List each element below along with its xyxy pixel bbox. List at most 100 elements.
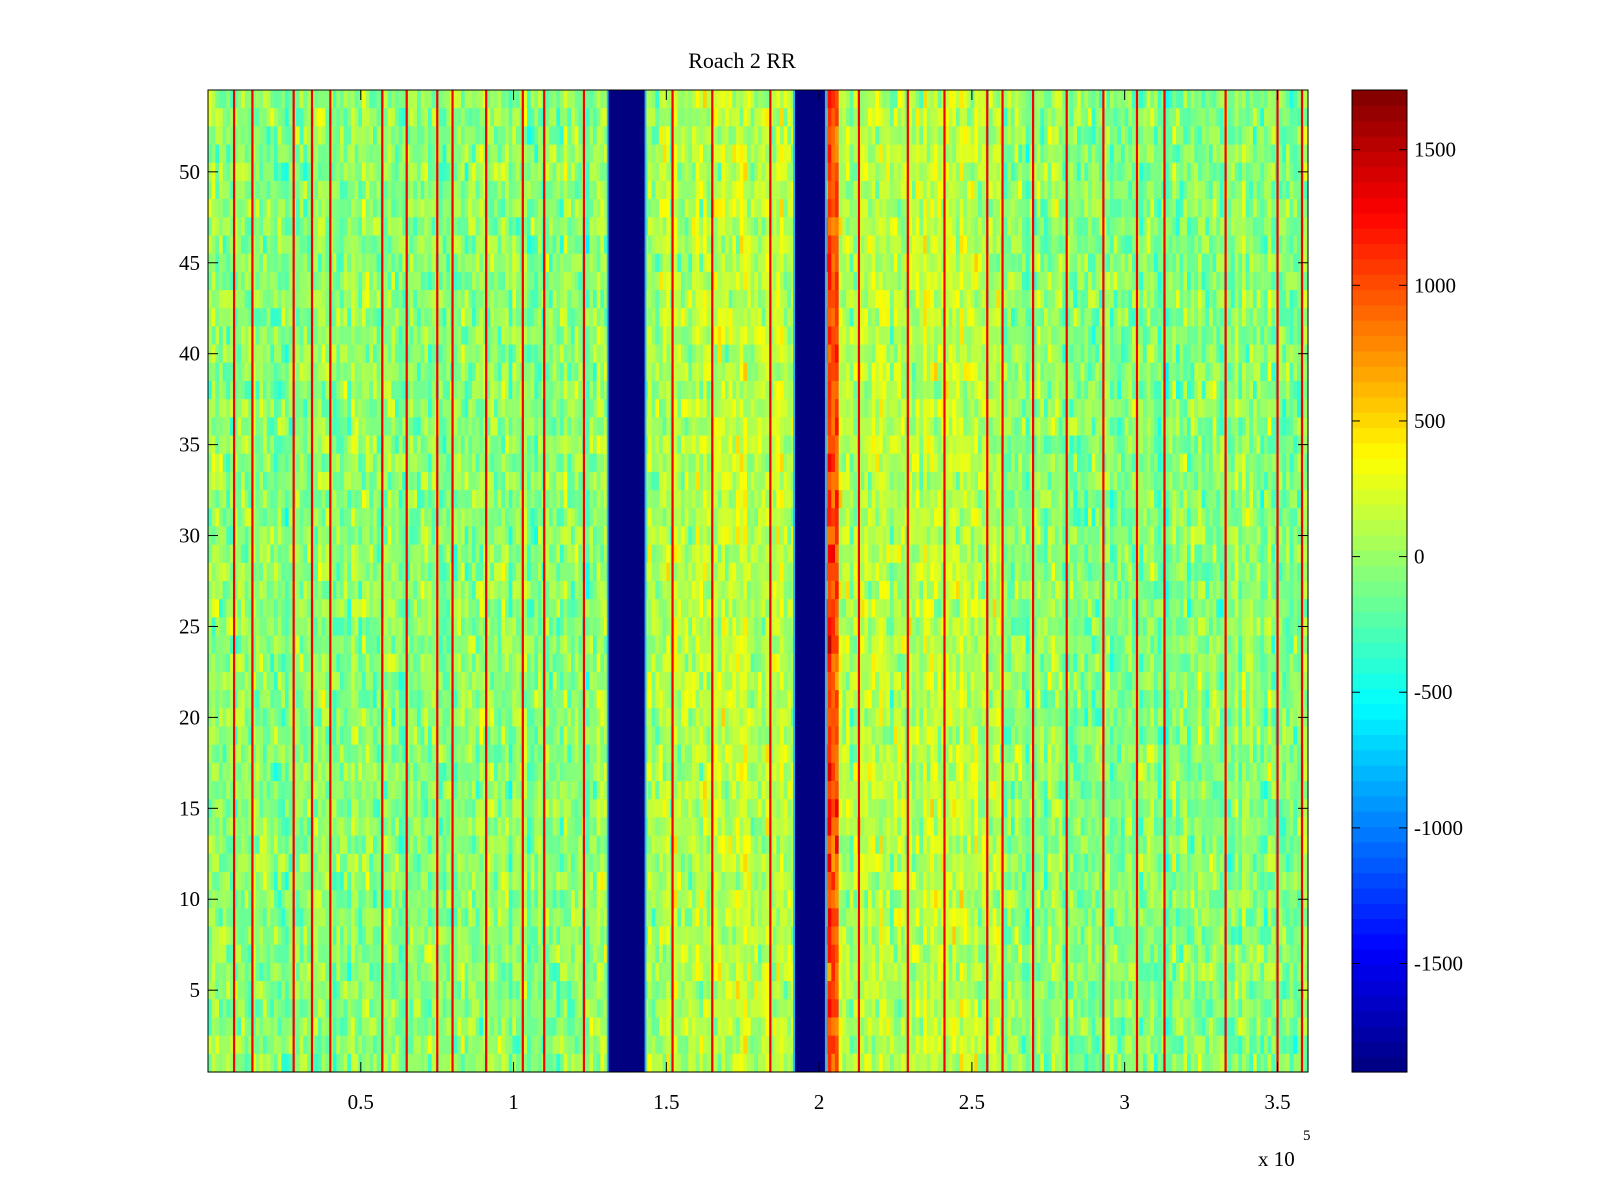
heatmap-cell — [376, 180, 381, 200]
heatmap-cell — [494, 417, 499, 437]
heatmap-cell — [277, 471, 282, 491]
heatmap-cell — [351, 435, 356, 455]
heatmap-cell — [259, 253, 264, 273]
heatmap-cell — [505, 90, 510, 109]
heatmap-cell — [395, 708, 400, 728]
heatmap-cell — [296, 162, 301, 182]
heatmap-cell — [538, 90, 543, 109]
heatmap-cell — [512, 781, 517, 800]
heatmap-cell — [351, 599, 356, 618]
heatmap-cell — [340, 271, 345, 291]
heatmap-cell — [296, 871, 301, 891]
heatmap-cell — [222, 126, 227, 146]
heatmap-cell — [413, 890, 418, 909]
heatmap-cell — [365, 617, 370, 637]
heatmap-cell — [453, 435, 458, 455]
heatmap-cell — [237, 490, 242, 509]
heatmap-cell — [446, 126, 451, 146]
heatmap-cell — [208, 999, 213, 1019]
heatmap-cell — [501, 599, 506, 618]
heatmap-cell — [226, 90, 231, 109]
heatmap-cell — [211, 835, 216, 855]
heatmap-cell — [398, 1053, 403, 1073]
heatmap-cell — [208, 399, 213, 418]
heatmap-cell — [233, 962, 238, 982]
heatmap-cell — [494, 199, 499, 218]
heatmap-cell — [266, 962, 271, 982]
heatmap-cell — [299, 1053, 304, 1073]
heatmap-cell — [523, 180, 528, 200]
heatmap-cell — [255, 762, 260, 782]
heatmap-cell — [494, 526, 499, 546]
heatmap-cell — [384, 326, 389, 346]
heatmap-cell — [494, 1017, 499, 1037]
heatmap-cell — [402, 290, 407, 309]
heatmap-cell — [281, 453, 286, 473]
heatmap-cell — [303, 471, 308, 491]
heatmap-cell — [351, 308, 356, 328]
heatmap-cell — [321, 635, 326, 655]
heatmap-cell — [263, 162, 268, 182]
heatmap-cell — [490, 617, 495, 637]
heatmap-cell — [351, 253, 356, 273]
heatmap-cell — [505, 853, 510, 873]
heatmap-cell — [391, 599, 396, 618]
heatmap-cell — [263, 962, 268, 982]
heatmap-cell — [285, 890, 290, 909]
heatmap-cell — [233, 471, 238, 491]
heatmap-cell — [376, 817, 381, 837]
heatmap-cell — [296, 926, 301, 946]
heatmap-cell — [420, 435, 425, 455]
heatmap-cell — [417, 344, 422, 364]
heatmap-cell — [274, 690, 279, 709]
heatmap-cell — [453, 344, 458, 364]
heatmap-cell — [446, 162, 451, 182]
heatmap-cell — [263, 944, 268, 964]
heatmap-cell — [505, 1053, 510, 1073]
heatmap-cell — [347, 599, 352, 618]
heatmap-cell — [248, 599, 253, 618]
heatmap-cell — [296, 690, 301, 709]
heatmap-cell — [288, 762, 293, 782]
heatmap-cell — [516, 490, 521, 509]
heatmap-cell — [464, 890, 469, 909]
heatmap-cell — [457, 999, 462, 1019]
heatmap-cell — [237, 435, 242, 455]
heatmap-cell — [475, 144, 480, 164]
heatmap-cell — [508, 199, 513, 218]
heatmap-cell — [211, 762, 216, 782]
heatmap-cell — [248, 435, 253, 455]
heatmap-cell — [527, 981, 532, 1000]
heatmap-cell — [274, 453, 279, 473]
heatmap-cell — [362, 690, 367, 709]
heatmap-cell — [494, 399, 499, 418]
heatmap-cell — [208, 380, 213, 400]
heatmap-cell — [424, 290, 429, 309]
heatmap-cell — [439, 671, 444, 691]
heatmap-cell — [516, 90, 521, 109]
heatmap-cell — [516, 944, 521, 964]
heatmap-cell — [340, 253, 345, 273]
heatmap-cell — [358, 708, 363, 728]
heatmap-cell — [351, 781, 356, 800]
heatmap-cell — [417, 944, 422, 964]
heatmap-cell — [442, 690, 447, 709]
heatmap-cell — [538, 471, 543, 491]
heatmap-cell — [343, 853, 348, 873]
heatmap-cell — [226, 308, 231, 328]
heatmap-cell — [365, 217, 370, 237]
heatmap-cell — [340, 380, 345, 400]
heatmap-cell — [391, 126, 396, 146]
heatmap-cell — [461, 617, 466, 637]
heatmap-cell — [527, 344, 532, 364]
heatmap-cell — [208, 180, 213, 200]
heatmap-cell — [391, 90, 396, 109]
heatmap-cell — [266, 1017, 271, 1037]
heatmap-cell — [347, 562, 352, 582]
heatmap-cell — [376, 162, 381, 182]
heatmap-cell — [244, 1017, 249, 1037]
heatmap-cell — [461, 362, 466, 382]
heatmap-cell — [336, 617, 341, 637]
heatmap-cell — [461, 726, 466, 746]
heatmap-cell — [318, 1035, 323, 1055]
